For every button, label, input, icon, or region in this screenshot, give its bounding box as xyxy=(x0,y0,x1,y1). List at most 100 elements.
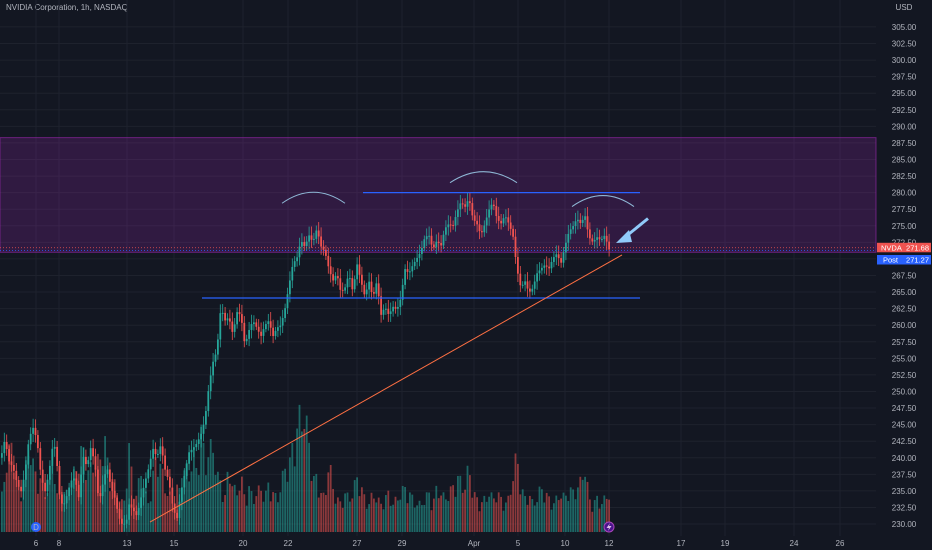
candle-body xyxy=(181,487,183,502)
arrow-head xyxy=(616,230,632,244)
volume-bar xyxy=(409,492,411,532)
candle-body xyxy=(557,254,560,259)
volume-bar xyxy=(397,500,399,532)
candle-body xyxy=(207,391,210,412)
volume-bar xyxy=(25,460,27,532)
zone-rect xyxy=(0,137,877,253)
volume-bar xyxy=(459,475,462,532)
volume-bar xyxy=(113,479,116,532)
candle-body xyxy=(241,314,243,323)
x-tick-label: 29 xyxy=(398,539,407,548)
candle-body xyxy=(548,266,550,269)
candle-body xyxy=(265,324,267,330)
candle-body xyxy=(97,469,99,494)
volume-bar xyxy=(332,488,334,532)
volume-bar xyxy=(13,472,15,532)
volume-bar xyxy=(373,498,375,532)
volume-bar xyxy=(584,476,586,532)
candle-body xyxy=(205,411,207,425)
volume-bar xyxy=(507,495,510,532)
candle-body xyxy=(593,239,596,242)
candle-body xyxy=(128,504,130,520)
volume-bar xyxy=(322,492,325,532)
candle-body xyxy=(473,215,476,221)
candle-body xyxy=(555,254,558,258)
volume-bar xyxy=(289,457,291,532)
volume-bar xyxy=(401,485,404,532)
x-tick-label: 17 xyxy=(677,539,686,548)
volume-bar xyxy=(363,494,366,532)
candle-body xyxy=(476,220,478,225)
candle-body xyxy=(572,226,574,230)
candle-body xyxy=(262,329,265,336)
y-tick-label: 287.50 xyxy=(892,139,917,148)
candle-body xyxy=(44,482,46,492)
candle-body xyxy=(27,444,30,465)
volume-bar xyxy=(269,501,272,532)
volume-bar xyxy=(46,492,49,532)
volume-bar xyxy=(346,492,349,532)
volume-bar xyxy=(65,489,68,532)
candle-body xyxy=(389,311,392,314)
candle-body xyxy=(133,507,135,512)
candle-body xyxy=(145,478,147,488)
volume-bar xyxy=(334,503,337,532)
candle-body xyxy=(361,274,363,285)
volume-bar xyxy=(214,474,217,532)
candle-body xyxy=(94,456,97,470)
candle-body xyxy=(296,257,298,262)
candle-body xyxy=(543,265,546,268)
y-tick-label: 267.50 xyxy=(892,271,917,280)
volume-bar xyxy=(313,476,315,532)
volume-bar xyxy=(476,497,478,532)
volume-bar xyxy=(603,495,606,532)
candle-body xyxy=(68,487,70,497)
y-tick-label: 262.50 xyxy=(892,305,917,314)
candle-body xyxy=(89,448,92,461)
volume-bar xyxy=(92,472,94,532)
volume-bar xyxy=(411,494,414,532)
y-tick-label: 230.00 xyxy=(892,520,917,529)
candle-body xyxy=(70,480,73,488)
candle-body xyxy=(8,449,10,462)
volume-bar xyxy=(512,481,514,532)
candle-body xyxy=(509,222,512,229)
candle-body xyxy=(219,313,222,340)
y-tick-label: 280.00 xyxy=(892,189,917,198)
candle-body xyxy=(243,322,246,342)
dividend-icon xyxy=(31,522,41,532)
candle-body xyxy=(349,278,351,280)
candle-body xyxy=(478,224,481,232)
x-tick-label: 5 xyxy=(516,539,521,548)
volume-bar xyxy=(519,494,522,532)
grid xyxy=(0,0,876,536)
candle-body xyxy=(454,216,457,226)
candle-body xyxy=(579,219,582,223)
candle-body xyxy=(370,281,373,292)
candle-body xyxy=(56,446,58,466)
candle-body xyxy=(260,331,262,336)
candle-body xyxy=(39,448,42,470)
volume-bar xyxy=(221,501,224,532)
candle-body xyxy=(449,224,452,226)
y-tick-label: 275.00 xyxy=(892,222,917,231)
x-tick-label: 22 xyxy=(284,539,293,548)
volume-bar xyxy=(152,470,154,532)
candle-body xyxy=(65,496,68,504)
candle-body xyxy=(526,281,529,289)
y-tick-label: 282.50 xyxy=(892,172,917,181)
volume-bar xyxy=(20,501,22,532)
candle-body xyxy=(483,225,486,233)
candle-body xyxy=(533,281,536,289)
volume-bar xyxy=(375,502,378,532)
volume-bar xyxy=(586,481,589,532)
y-tick-label: 300.00 xyxy=(892,56,917,65)
volume-bar xyxy=(368,504,370,532)
volume-bar xyxy=(553,503,555,532)
x-tick-label: 15 xyxy=(170,539,179,548)
candle-body xyxy=(550,261,553,269)
volume-bar xyxy=(365,508,368,532)
volume-bar xyxy=(5,472,8,532)
volume-bar xyxy=(29,465,32,532)
